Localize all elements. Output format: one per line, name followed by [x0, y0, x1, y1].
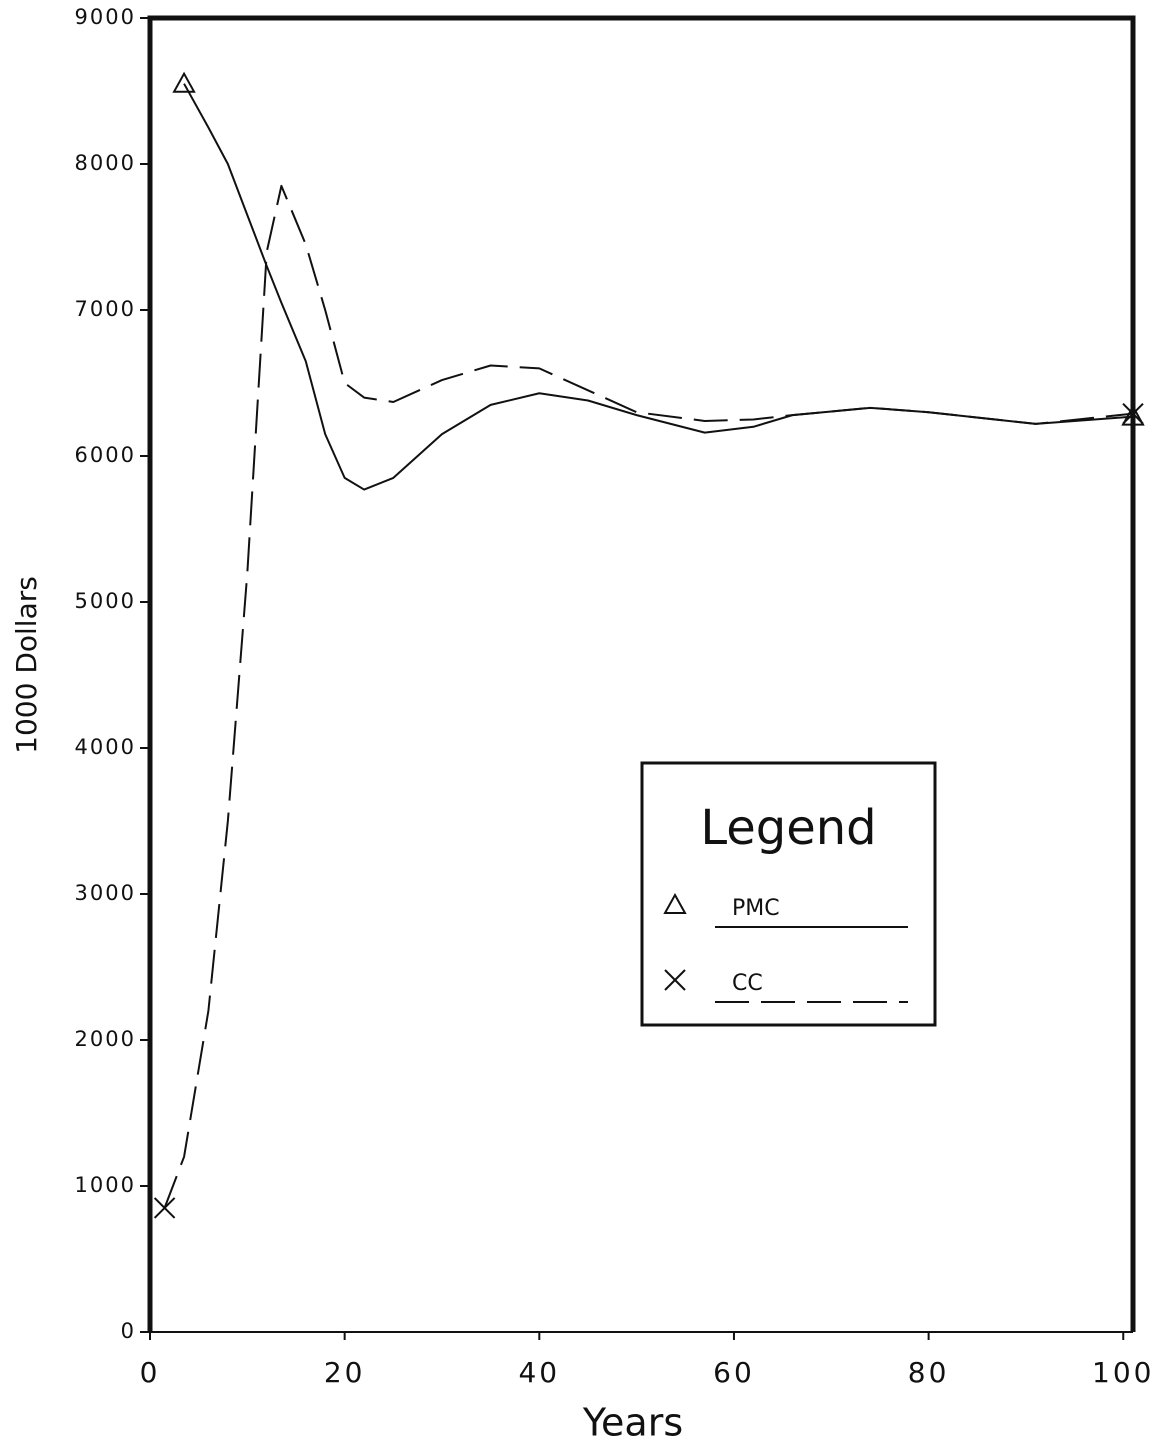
x-tick-label: 60: [713, 1356, 755, 1389]
x-tick-label: 40: [518, 1356, 560, 1389]
y-tick-label: 3000: [75, 881, 136, 905]
y-tick-label: 5000: [75, 589, 136, 613]
marker-triangle: [1121, 404, 1145, 426]
legend-label: PMC: [732, 896, 780, 921]
marker-x: [664, 969, 686, 991]
x-tick-label: 20: [324, 1356, 366, 1389]
y-tick-label: 1000: [75, 1173, 136, 1197]
y-axis-label: 1000 Dollars: [10, 576, 43, 754]
marker-x: [1122, 402, 1144, 425]
x-tick-label: 0: [140, 1356, 161, 1389]
x-tick-label: 80: [908, 1356, 950, 1389]
y-tick-label: 0: [121, 1319, 136, 1343]
series-line: [163, 184, 1134, 1209]
plot-frame: [147, 15, 1136, 1332]
marker-triangle: [663, 892, 687, 914]
y-tick-label: 9000: [75, 5, 136, 29]
x-tick-label: 100: [1092, 1356, 1154, 1389]
legend-label: CC: [732, 971, 763, 996]
marker-x: [153, 1197, 176, 1219]
y-tick-label: 2000: [75, 1027, 136, 1051]
y-tick-label: 6000: [75, 443, 136, 467]
marker-triangle: [172, 71, 196, 93]
legend-box: [640, 761, 937, 1027]
series-line: [183, 83, 1134, 491]
y-tick-label: 8000: [75, 151, 136, 175]
y-tick-label: 4000: [75, 735, 136, 759]
legend-title: Legend: [700, 800, 876, 856]
x-axis-label: Years: [582, 1401, 683, 1445]
y-tick-label: 7000: [75, 297, 136, 321]
